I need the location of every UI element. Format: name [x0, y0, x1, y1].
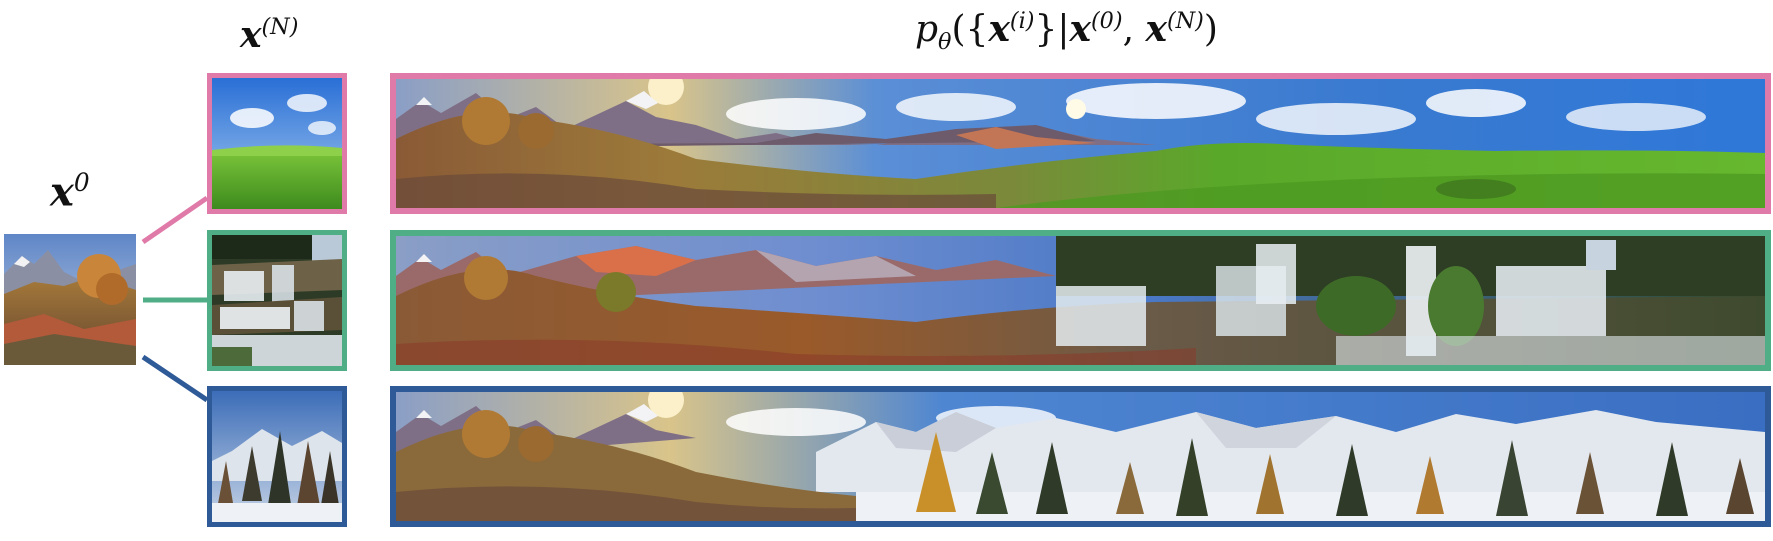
- x0-label: x0: [50, 168, 90, 215]
- start-image: [4, 234, 136, 365]
- endpoint-thumbnail-snowy-forest: [207, 386, 347, 527]
- panorama-waterfall: [390, 230, 1771, 371]
- formula-xN-superscript: (N): [1166, 8, 1204, 34]
- formula-xN: x: [1145, 8, 1167, 50]
- xN-label: x(N): [240, 14, 298, 56]
- formula-comma: ,: [1122, 9, 1146, 50]
- formula-close: ): [1203, 9, 1218, 50]
- endpoint-thumbnail-grass: [207, 73, 347, 214]
- formula-open: ({: [951, 9, 989, 50]
- x0-superscript: 0: [73, 168, 90, 197]
- formula-label: pθ({x(i)}|x(0), x(N)): [915, 8, 1218, 55]
- formula-x0: x: [1069, 8, 1091, 50]
- formula-mid: }|: [1034, 9, 1070, 50]
- formula-p: p: [915, 9, 939, 50]
- formula-x0-superscript: (0): [1090, 8, 1123, 34]
- formula-xi: x: [988, 8, 1010, 50]
- panorama-snowy-forest: [390, 386, 1771, 527]
- panorama-grass: [390, 73, 1771, 214]
- connector-pink: [141, 195, 209, 245]
- formula-i-superscript: (i): [1009, 8, 1035, 34]
- formula-theta: θ: [938, 29, 952, 56]
- endpoint-thumbnail-waterfall: [207, 230, 347, 371]
- xN-symbol: x: [240, 14, 262, 56]
- xN-superscript: (N): [261, 14, 299, 40]
- x0-symbol: x: [50, 168, 74, 216]
- connector-blue: [141, 354, 209, 403]
